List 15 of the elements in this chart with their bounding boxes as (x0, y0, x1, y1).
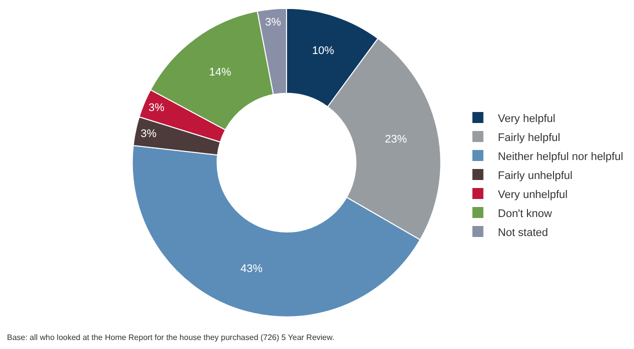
data-label: 3% (140, 128, 157, 140)
text: Base: all who looked at the Home Report for the house they purchased (726) 5 Year Review. (7, 333, 334, 342)
legend-label: Fairly unhelpful (498, 170, 572, 182)
data-label: 10% (312, 44, 334, 57)
legend-label: Neither helpful nor helpful (498, 150, 624, 163)
data-label: 43% (240, 262, 263, 275)
data-label: 3% (265, 16, 282, 28)
legend-label: Very unhelpful (498, 188, 568, 201)
data-label: 3% (148, 102, 165, 114)
legend-label: Fairly helpful (498, 132, 560, 144)
legend-label: Very helpful (498, 112, 556, 125)
legend-label: Don't know (498, 208, 552, 220)
legend-label: Not stated (498, 226, 548, 239)
data-label: 14% (209, 66, 232, 79)
data-label: 23% (384, 134, 408, 146)
